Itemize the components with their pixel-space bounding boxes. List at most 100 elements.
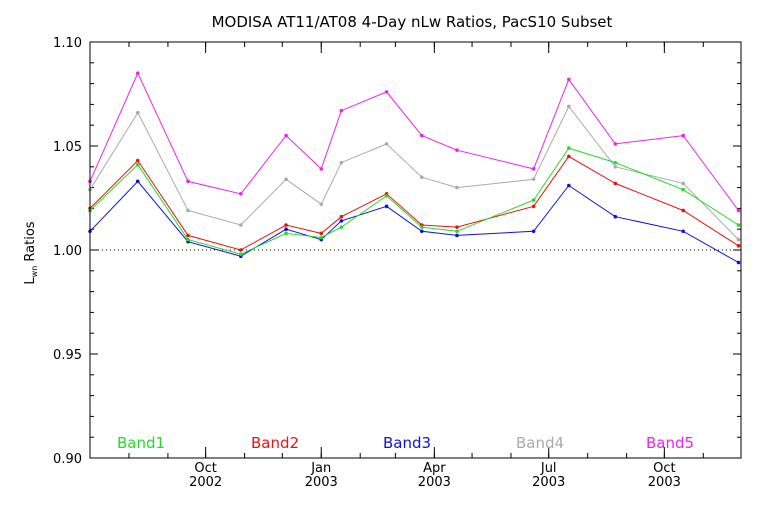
legend: Band1 Band2 Band3 Band4 Band5 xyxy=(117,434,694,452)
data-point-band4 xyxy=(284,177,288,182)
data-point-band5 xyxy=(284,133,288,138)
series-band1 xyxy=(88,146,741,256)
data-point-band4 xyxy=(319,202,324,207)
x-tick-month-label: Oct xyxy=(653,461,675,476)
data-point-band3 xyxy=(455,233,459,238)
data-point-band1 xyxy=(567,146,571,150)
data-point-band5 xyxy=(455,148,459,152)
x-tick-year-label: 2003 xyxy=(418,475,451,490)
data-point-band1 xyxy=(239,252,243,256)
x-tick-month-label: Apr xyxy=(423,461,446,476)
legend-entry-band1: Band1 xyxy=(117,434,165,452)
x-tick-year-label: 2002 xyxy=(189,475,222,490)
x-tick-year-label: 2003 xyxy=(648,475,681,490)
data-point-band4 xyxy=(567,104,571,109)
x-tick-month-label: Oct xyxy=(194,461,216,476)
data-point-band3 xyxy=(339,219,344,223)
data-point-band5 xyxy=(613,142,618,146)
legend-entry-band3: Band3 xyxy=(383,434,431,452)
series-band5 xyxy=(88,71,741,213)
data-point-band4 xyxy=(531,177,536,182)
data-point-band3 xyxy=(681,229,685,234)
data-point-band2 xyxy=(681,208,685,213)
data-point-band4 xyxy=(135,110,140,115)
data-point-band1 xyxy=(319,235,324,240)
data-point-band1 xyxy=(186,237,190,242)
x-tick-month-label: Jan xyxy=(310,461,331,476)
series-band3 xyxy=(88,179,741,265)
legend-entry-band2: Band2 xyxy=(251,434,299,452)
data-point-band3 xyxy=(531,229,536,234)
data-point-band2 xyxy=(319,231,324,236)
series-layer xyxy=(88,71,741,265)
data-point-band4 xyxy=(186,208,190,213)
data-point-band4 xyxy=(419,175,424,179)
data-point-band5 xyxy=(681,133,685,138)
y-axis-label-subscript: wn xyxy=(30,266,39,278)
x-tick-year-label: 2003 xyxy=(305,475,338,490)
x-tick-month-label: Jul xyxy=(540,461,557,476)
data-point-band1 xyxy=(681,187,685,192)
data-point-band5 xyxy=(567,77,571,82)
data-point-band2 xyxy=(531,204,536,209)
data-point-band1 xyxy=(736,223,741,227)
series-band4 xyxy=(88,104,741,242)
data-point-band4 xyxy=(384,142,389,146)
data-point-band2 xyxy=(135,158,140,163)
data-point-band3 xyxy=(284,227,288,231)
data-point-band5 xyxy=(736,208,741,213)
data-point-band1 xyxy=(135,162,140,167)
y-tick-label: 0.95 xyxy=(53,348,82,363)
data-point-band2 xyxy=(613,181,618,186)
data-point-band5 xyxy=(531,167,536,171)
data-point-band1 xyxy=(531,198,536,202)
data-point-band1 xyxy=(455,229,459,234)
data-point-band2 xyxy=(339,214,344,219)
data-point-band3 xyxy=(384,204,389,209)
data-point-band2 xyxy=(736,244,741,248)
data-point-band2 xyxy=(239,248,243,252)
data-point-band5 xyxy=(239,192,243,196)
data-point-band5 xyxy=(339,108,344,113)
x-tick-year-label: 2003 xyxy=(532,475,565,490)
data-point-band4 xyxy=(681,181,685,186)
data-point-band5 xyxy=(319,167,324,171)
y-tick-label: 1.00 xyxy=(53,244,82,259)
data-point-band1 xyxy=(284,231,288,236)
data-point-band2 xyxy=(455,225,459,229)
y-tick-label: 1.10 xyxy=(53,36,82,51)
legend-entry-band4: Band4 xyxy=(516,434,564,452)
data-point-band3 xyxy=(135,179,140,184)
y-tick-label: 0.90 xyxy=(53,452,82,467)
data-point-band1 xyxy=(419,225,424,229)
data-point-band4 xyxy=(455,185,459,190)
data-point-band1 xyxy=(613,160,618,165)
data-point-band5 xyxy=(384,90,389,94)
y-axis: 0.90 0.95 1.00 1.05 1.10 xyxy=(53,36,741,467)
y-axis-label-rest: Ratios xyxy=(23,221,38,266)
plot-frame xyxy=(89,41,742,459)
data-point-band1 xyxy=(339,225,344,229)
data-point-band5 xyxy=(419,133,424,138)
series-band2 xyxy=(88,154,741,252)
legend-entry-band5: Band5 xyxy=(646,434,694,452)
data-point-band2 xyxy=(567,154,571,159)
data-point-band5 xyxy=(186,179,190,184)
data-point-band3 xyxy=(419,229,424,234)
data-point-band4 xyxy=(613,165,618,169)
data-point-band2 xyxy=(186,233,190,238)
data-point-band1 xyxy=(384,194,389,198)
y-axis-label-main: L xyxy=(23,277,38,285)
data-point-band5 xyxy=(135,71,140,75)
data-point-band4 xyxy=(239,223,243,227)
data-point-band3 xyxy=(567,183,571,188)
chart-title: MODISA AT11/AT08 4-Day nLw Ratios, PacS1… xyxy=(212,13,613,31)
data-point-band3 xyxy=(736,260,741,265)
y-tick-label: 1.05 xyxy=(53,140,82,155)
data-point-band2 xyxy=(284,223,288,227)
data-point-band4 xyxy=(339,160,344,165)
data-point-band4 xyxy=(736,237,741,242)
